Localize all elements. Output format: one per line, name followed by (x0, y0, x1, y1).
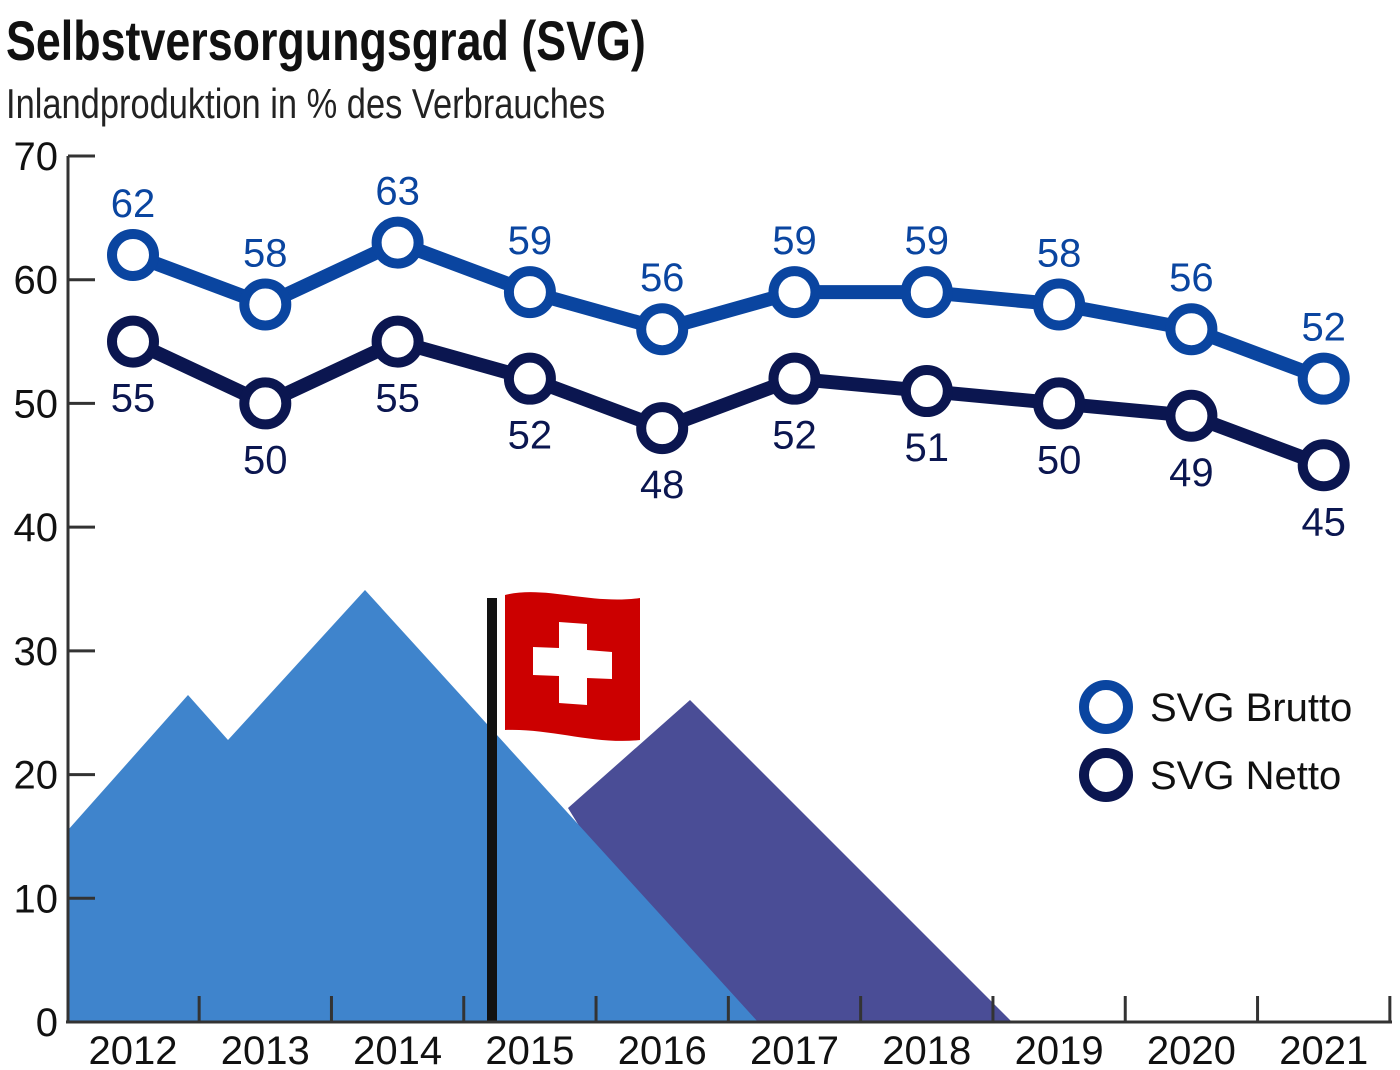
data-label: 52 (1301, 306, 1346, 350)
y-tick-label: 50 (14, 382, 59, 426)
data-point (107, 228, 159, 281)
legend-item: SVG Netto (1079, 748, 1341, 802)
x-tick-label: 2018 (882, 1029, 971, 1070)
data-label: 56 (1169, 256, 1214, 300)
x-tick-label: 2019 (1015, 1029, 1104, 1070)
data-label: 55 (375, 377, 420, 421)
data-point (900, 365, 953, 418)
legend-marker (1079, 748, 1133, 802)
data-label: 59 (905, 219, 950, 263)
data-label: 59 (772, 219, 817, 263)
data-point (107, 315, 159, 368)
x-tick-label: 2012 (89, 1029, 178, 1070)
legend-marker (1079, 680, 1133, 734)
data-label: 59 (508, 219, 553, 263)
data-point (1297, 439, 1350, 492)
x-tick-label: 2014 (353, 1029, 442, 1070)
data-point (371, 216, 424, 269)
data-point (371, 315, 424, 368)
y-tick-label: 0 (36, 1001, 58, 1045)
x-tick-label: 2013 (221, 1029, 310, 1070)
series-layer: 62 58 63 59 56 59 59 58 56 52 55 50 55 52 48 52 51 50 49 45 (107, 170, 1350, 544)
data-label: 48 (640, 463, 685, 507)
data-label: 45 (1301, 500, 1346, 544)
data-point (239, 278, 292, 331)
x-tick-label: 2016 (618, 1029, 707, 1070)
data-label: 56 (640, 256, 685, 300)
y-tick-label: 40 (14, 506, 59, 550)
legend-label: SVG Brutto (1150, 686, 1352, 730)
flag-cross (533, 622, 612, 705)
series-svg-netto: 55 50 55 52 48 52 51 50 49 45 (107, 315, 1350, 544)
x-tick-label: 2017 (750, 1029, 839, 1070)
data-label: 49 (1169, 451, 1214, 495)
data-label: 55 (111, 377, 156, 421)
data-label: 50 (243, 438, 288, 482)
x-tick-label: 2020 (1147, 1029, 1236, 1070)
data-label: 52 (508, 414, 553, 458)
data-label: 62 (111, 182, 156, 226)
legend-item: SVG Brutto (1079, 680, 1352, 734)
chart-subtitle: Inlandproduktion in % des Verbrauches (6, 80, 606, 127)
data-point (768, 266, 821, 319)
data-label: 63 (375, 170, 420, 214)
data-point (768, 352, 821, 405)
mountain-illustration (68, 590, 1012, 1022)
flag-pole (487, 598, 497, 1022)
data-label: 51 (905, 426, 950, 470)
data-point (636, 303, 689, 356)
axes: 0 10 20 30 40 50 60 70 2012 2013 2014 2015 2016 2017 2… (14, 135, 1392, 1070)
y-tick-label: 70 (14, 135, 59, 179)
data-point (1165, 303, 1218, 356)
series-line (130, 235, 1327, 386)
x-tick-label: 2015 (485, 1029, 574, 1070)
data-point (900, 266, 953, 319)
series-svg-brutto: 62 58 63 59 56 59 59 58 56 52 (107, 170, 1350, 405)
y-tick-label: 60 (14, 259, 59, 303)
chart-title: Selbstversorgungsgrad (SVG) (6, 9, 646, 72)
data-point (1033, 377, 1086, 430)
data-label: 50 (1037, 438, 1082, 482)
data-point (503, 266, 556, 319)
y-tick-label: 30 (14, 630, 59, 674)
x-tick-label: 2021 (1279, 1029, 1368, 1070)
data-point (636, 402, 689, 455)
legend: SVG Brutto SVG Netto (1079, 680, 1352, 802)
data-point (1297, 352, 1350, 405)
data-point (1165, 389, 1218, 442)
mountain-front (68, 590, 758, 1022)
series-line (130, 334, 1327, 472)
y-tick-label: 20 (14, 754, 59, 798)
legend-label: SVG Netto (1150, 754, 1341, 798)
data-point (1033, 278, 1086, 331)
data-label: 58 (1037, 231, 1082, 275)
data-point (239, 377, 292, 430)
y-tick-label: 10 (14, 877, 59, 921)
data-label: 52 (772, 414, 817, 458)
data-point (503, 352, 556, 405)
data-label: 58 (243, 231, 288, 275)
